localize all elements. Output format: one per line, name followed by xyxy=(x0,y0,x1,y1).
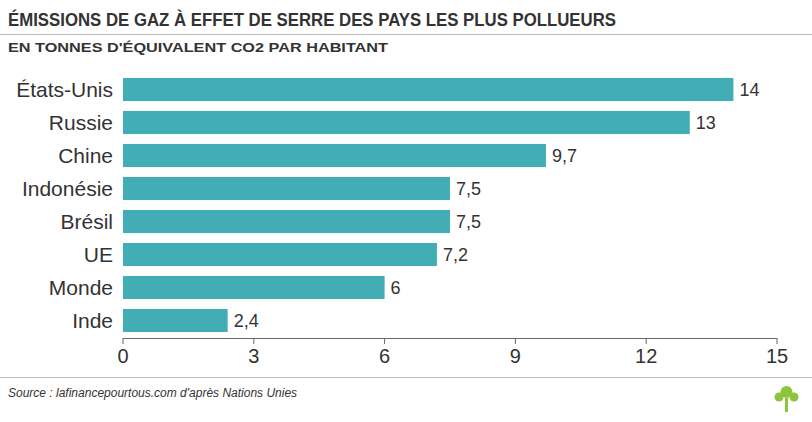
bars xyxy=(123,78,733,332)
title-rule xyxy=(0,34,812,35)
logo-leaf xyxy=(790,393,799,402)
logo xyxy=(775,386,799,412)
data-label: 6 xyxy=(391,278,401,298)
data-label: 14 xyxy=(739,80,759,100)
x-axis-line xyxy=(123,338,777,339)
x-tick xyxy=(777,338,778,344)
bar xyxy=(123,78,733,101)
category-label: Indonésie xyxy=(22,177,113,200)
chart-container: ÉMISSIONS DE GAZ À EFFET DE SERRE DES PA… xyxy=(0,0,812,422)
category-label: Monde xyxy=(49,276,113,299)
subtitle: EN TONNES D'ÉQUIVALENT CO2 PAR HABITANT xyxy=(8,40,388,55)
logo-trunk xyxy=(785,398,788,412)
x-tick xyxy=(646,338,647,344)
data-label: 9,7 xyxy=(552,146,577,166)
data-label: 13 xyxy=(696,113,716,133)
category-label: Inde xyxy=(72,309,113,332)
data-label: 7,5 xyxy=(456,212,481,232)
x-tick xyxy=(253,338,254,344)
bar xyxy=(123,144,546,167)
x-tick xyxy=(384,338,385,344)
bar xyxy=(123,276,385,299)
x-tick-label: 12 xyxy=(635,345,657,367)
logo-leaf xyxy=(775,393,784,402)
x-tick xyxy=(515,338,516,344)
bar xyxy=(123,243,437,266)
bar xyxy=(123,309,228,332)
bar xyxy=(123,177,450,200)
source: Source : lafinancepourtous.com d'après N… xyxy=(8,386,297,400)
x-tick-label: 3 xyxy=(248,345,259,367)
bar xyxy=(123,210,450,233)
x-tick-label: 0 xyxy=(117,345,128,367)
category-label: Chine xyxy=(58,144,113,167)
data-label: 7,5 xyxy=(456,179,481,199)
category-label: États-Unis xyxy=(16,78,113,101)
source-rule xyxy=(0,377,812,378)
x-tick-label: 6 xyxy=(379,345,390,367)
category-label: Brésil xyxy=(60,210,113,233)
chart-svg: ÉMISSIONS DE GAZ À EFFET DE SERRE DES PA… xyxy=(0,0,812,422)
data-label: 7,2 xyxy=(443,245,468,265)
x-tick-label: 15 xyxy=(766,345,788,367)
x-tick-label: 9 xyxy=(510,345,521,367)
category-label: UE xyxy=(84,243,113,266)
category-label: Russie xyxy=(49,111,113,134)
bar xyxy=(123,111,690,134)
data-label: 2,4 xyxy=(234,311,259,331)
title: ÉMISSIONS DE GAZ À EFFET DE SERRE DES PA… xyxy=(8,9,616,30)
x-tick xyxy=(123,338,124,344)
